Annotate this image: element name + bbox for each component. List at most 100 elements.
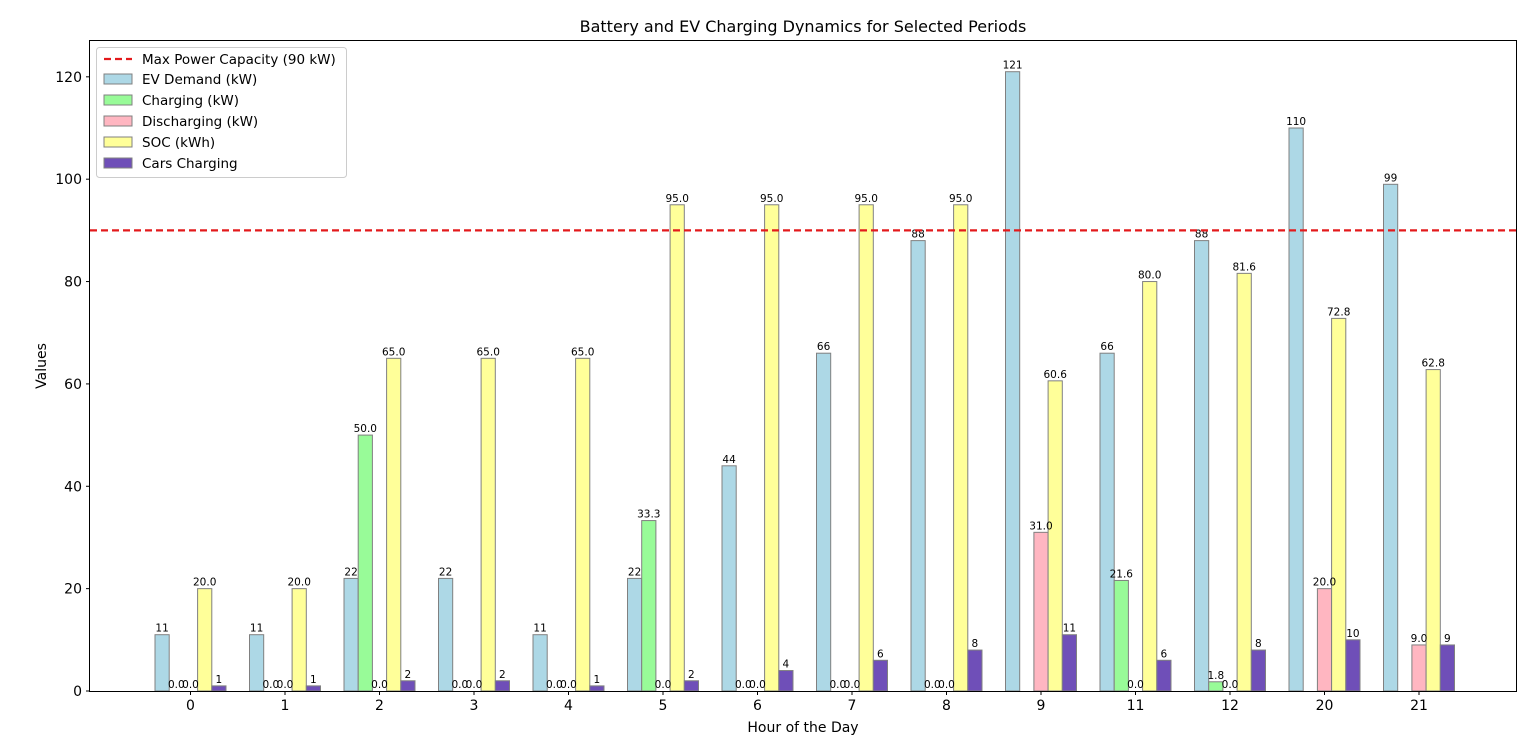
- bar-cars-charging: [967, 649, 983, 692]
- bar-ev-demand-kw: [910, 240, 926, 692]
- legend-swatch-soc: [103, 136, 133, 148]
- x-tick-label: 6: [753, 698, 762, 714]
- x-tick-label: 3: [470, 698, 479, 714]
- x-axis-label: Hour of the Day: [747, 720, 858, 736]
- bar-soc-kwh: [669, 204, 685, 692]
- bar-soc-kwh: [291, 588, 307, 692]
- x-tick-label: 12: [1221, 698, 1239, 714]
- y-tick-label: 40: [64, 479, 82, 495]
- bar-soc-kwh: [386, 357, 402, 692]
- bar-ev-demand-kw: [1005, 71, 1021, 692]
- y-tick-label: 20: [64, 582, 82, 598]
- data-label-soc-kwh: 95.0: [760, 193, 783, 205]
- data-label-charging-kw: 0.0: [451, 679, 468, 691]
- data-label-charging-kw: 33.3: [637, 509, 660, 521]
- data-label-discharging-kw: 0.0: [560, 679, 577, 691]
- data-label-ev-demand-kw: 88: [1195, 229, 1208, 241]
- data-label-soc-kwh: 95.0: [666, 193, 689, 205]
- y-axis-label: Values: [34, 343, 50, 389]
- data-label-ev-demand-kw: 99: [1384, 172, 1397, 184]
- data-label-discharging-kw: 0.0: [1127, 679, 1144, 691]
- data-label-charging-kw: 50.0: [354, 423, 377, 435]
- legend-label-reference-line: Max Power Capacity (90 kW): [142, 52, 336, 68]
- bar-cars-charging: [1345, 639, 1361, 692]
- data-label-ev-demand-kw: 22: [439, 566, 452, 578]
- data-label-ev-demand-kw: 11: [533, 623, 546, 635]
- data-label-charging-kw: 0.0: [262, 679, 279, 691]
- bar-cars-charging: [400, 680, 416, 692]
- data-label-cars-charging: 6: [1161, 648, 1168, 660]
- legend-swatch-ev-demand: [103, 73, 133, 85]
- data-label-discharging-kw: 0.0: [938, 679, 955, 691]
- data-label-soc-kwh: 20.0: [288, 577, 311, 589]
- data-label-cars-charging: 2: [688, 669, 695, 681]
- data-label-discharging-kw: 20.0: [1313, 577, 1336, 589]
- bar-cars-charging: [305, 685, 321, 692]
- data-label-ev-demand-kw: 110: [1286, 116, 1306, 128]
- data-label-charging-kw: 1.8: [1207, 670, 1224, 682]
- y-tick-label: 60: [64, 377, 82, 393]
- data-label-cars-charging: 8: [1255, 638, 1262, 650]
- data-label-cars-charging: 2: [405, 669, 412, 681]
- data-label-charging-kw: 0.0: [829, 679, 846, 691]
- bar-ev-demand-kw: [627, 577, 643, 692]
- y-tick-label: 120: [55, 70, 82, 86]
- data-label-charging-kw: 0.0: [735, 679, 752, 691]
- data-label-discharging-kw: 0.0: [466, 679, 483, 691]
- y-tick-label: 0: [73, 684, 82, 700]
- bar-ev-demand-kw: [343, 577, 359, 692]
- legend-label-soc: SOC (kWh): [142, 135, 215, 151]
- data-label-ev-demand-kw: 22: [344, 566, 357, 578]
- bar-charging-kw: [1113, 579, 1129, 692]
- bar-soc-kwh: [1425, 369, 1441, 692]
- bar-ev-demand-kw: [1194, 240, 1210, 692]
- bar-ev-demand-kw: [816, 352, 832, 692]
- legend-box: [96, 47, 347, 178]
- data-label-soc-kwh: 65.0: [382, 346, 405, 358]
- bar-soc-kwh: [953, 204, 969, 692]
- data-label-cars-charging: 9: [1444, 633, 1451, 645]
- data-label-ev-demand-kw: 121: [1003, 60, 1023, 72]
- x-tick-label: 7: [848, 698, 857, 714]
- data-label-cars-charging: 4: [783, 659, 790, 671]
- x-tick-label: 2: [375, 698, 384, 714]
- data-label-soc-kwh: 81.6: [1233, 261, 1257, 273]
- x-tick-label: 9: [1037, 698, 1046, 714]
- x-axis: 0 1 2 3 4 5 6 7 8 9 11 12 20 21: [186, 691, 1428, 714]
- x-tick-label: 21: [1410, 698, 1428, 714]
- data-label-discharging-kw: 9.0: [1411, 633, 1428, 645]
- bar-soc-kwh: [1331, 317, 1347, 692]
- bar-soc-kwh: [575, 357, 591, 692]
- x-tick-label: 1: [281, 698, 290, 714]
- bar-cars-charging: [1250, 649, 1267, 692]
- data-label-discharging-kw: 0.0: [371, 679, 388, 691]
- y-tick-label: 80: [64, 275, 82, 291]
- x-tick-label: 5: [659, 698, 668, 714]
- data-label-cars-charging: 2: [499, 669, 506, 681]
- x-tick-label: 4: [564, 698, 573, 714]
- bars-layer: [154, 71, 1456, 692]
- y-tick-label: 100: [55, 172, 82, 188]
- legend-label-discharging: Discharging (kW): [142, 114, 258, 130]
- data-label-soc-kwh: 95.0: [855, 193, 878, 205]
- bar-cars-charging: [494, 680, 510, 692]
- legend-label-cars-charging: Cars Charging: [142, 156, 238, 172]
- chart-title: Battery and EV Charging Dynamics for Sel…: [580, 17, 1027, 36]
- bar-soc-kwh: [1236, 272, 1252, 692]
- data-label-soc-kwh: 20.0: [193, 577, 216, 589]
- bar-ev-demand-kw: [721, 465, 737, 692]
- x-tick-label: 20: [1316, 698, 1334, 714]
- bar-ev-demand-kw: [1099, 352, 1115, 692]
- data-label-discharging-kw: 0.0: [844, 679, 861, 691]
- data-label-discharging-kw: 0.0: [655, 679, 672, 691]
- data-label-soc-kwh: 65.0: [571, 346, 594, 358]
- bar-ev-demand-kw: [1383, 183, 1399, 692]
- bar-discharging-kw: [1316, 588, 1333, 692]
- x-tick-label: 0: [186, 698, 195, 714]
- data-label-cars-charging: 6: [877, 648, 884, 660]
- data-label-ev-demand-kw: 11: [250, 623, 263, 635]
- x-tick-label: 8: [942, 698, 951, 714]
- data-label-soc-kwh: 65.0: [477, 346, 500, 358]
